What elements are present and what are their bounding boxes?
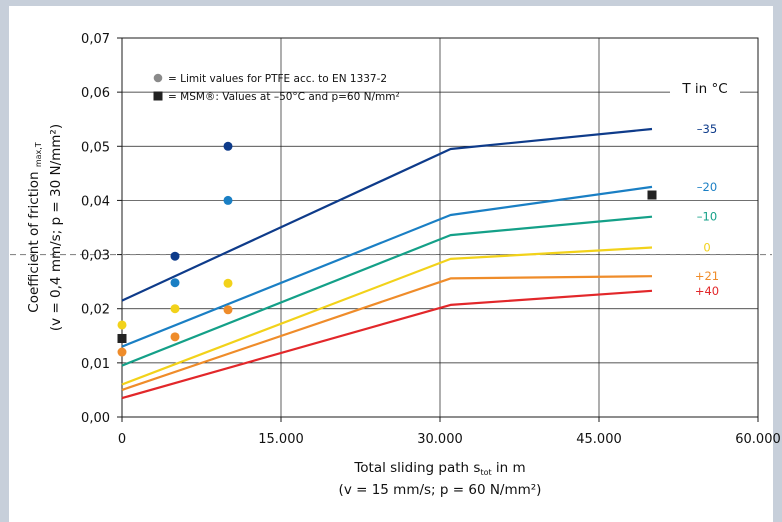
legend-label-msm: = MSM®: Values at –50°C and p=60 N/mm² (168, 91, 400, 103)
y-tick-label: 0,02 (81, 303, 110, 318)
x-tick-label: 0 (118, 432, 126, 447)
y-axis-title: Coefficient of friction max,T (26, 142, 43, 313)
limit-value-point (170, 278, 180, 288)
x-axis-subtitle: (v = 15 mm/s; p = 60 N/mm²) (339, 482, 542, 498)
series-label: –10 (697, 210, 717, 224)
legend-marker-square (153, 91, 163, 101)
legend-label-limit: = Limit values for PTFE acc. to EN 1337-… (168, 73, 387, 85)
limit-value-point (117, 320, 127, 330)
y-tick-label: 0,04 (81, 194, 110, 209)
y-axis-subtitle: (v = 0,4 mm/s; p = 30 N/mm²) (48, 124, 64, 331)
y-tick-label: 0,03 (81, 249, 110, 264)
series-label: 0 (703, 241, 710, 255)
y-tick-label: 0,07 (81, 32, 110, 47)
series-line (121, 246, 653, 386)
legend-marker-circle (153, 73, 163, 83)
limit-value-point (223, 141, 233, 151)
series-label: –35 (697, 122, 717, 136)
limit-value-point (117, 347, 127, 357)
msm-value-point (117, 333, 127, 343)
legend-title: T in °C (681, 81, 727, 97)
x-tick-label: 15.000 (258, 432, 304, 447)
x-tick-label: 60.000 (735, 432, 781, 447)
limit-value-point (223, 195, 233, 205)
series-label: +21 (695, 269, 719, 283)
y-tick-label: 0,05 (81, 140, 110, 155)
limit-value-point (170, 332, 180, 342)
series-line (121, 289, 653, 400)
series-line (121, 215, 653, 367)
x-tick-label: 30.000 (417, 432, 463, 447)
x-tick-label: 45.000 (576, 432, 622, 447)
legend-title-background (670, 79, 740, 99)
x-axis-title: Total sliding path stot in m (353, 460, 525, 477)
y-tick-label: 0,00 (81, 411, 110, 426)
series-line (121, 127, 653, 302)
y-tick-label: 0,01 (81, 357, 110, 372)
series-line (121, 185, 653, 348)
limit-value-point (170, 251, 180, 261)
y-tick-label: 0,06 (81, 86, 110, 101)
limit-value-point (223, 305, 233, 315)
msm-value-point (647, 190, 657, 200)
series-label: –20 (697, 180, 717, 194)
limit-value-point (170, 304, 180, 314)
series-line (121, 275, 653, 391)
limit-value-point (223, 278, 233, 288)
series-label: +40 (695, 284, 719, 298)
